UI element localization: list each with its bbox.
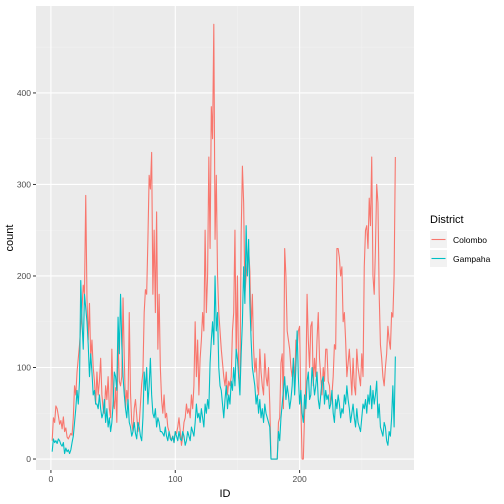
- grid-minor: [36, 6, 414, 470]
- legend-label-colombo: Colombo: [453, 235, 487, 245]
- series-layer: [51, 23, 396, 460]
- x-tick-label: 0: [49, 474, 54, 484]
- y-axis: 0 100 200 300 400: [17, 88, 36, 464]
- y-axis-title: count: [4, 225, 16, 252]
- x-axis: 0 100 200: [49, 470, 307, 484]
- y-tick-label: 200: [17, 271, 31, 281]
- series-line-colombo: [51, 23, 396, 460]
- plot-panel: [36, 6, 414, 470]
- legend: District Colombo Gampaha: [430, 214, 491, 267]
- x-tick-label: 100: [168, 474, 182, 484]
- legend-title: District: [430, 214, 464, 226]
- y-tick-label: 0: [26, 454, 31, 464]
- x-axis-title: ID: [220, 488, 231, 500]
- y-tick-label: 100: [17, 362, 31, 372]
- y-tick-label: 300: [17, 179, 31, 189]
- y-tick-label: 400: [17, 88, 31, 98]
- x-tick-label: 200: [293, 474, 307, 484]
- legend-label-gampaha: Gampaha: [453, 254, 491, 264]
- series-line-gampaha: [51, 225, 396, 460]
